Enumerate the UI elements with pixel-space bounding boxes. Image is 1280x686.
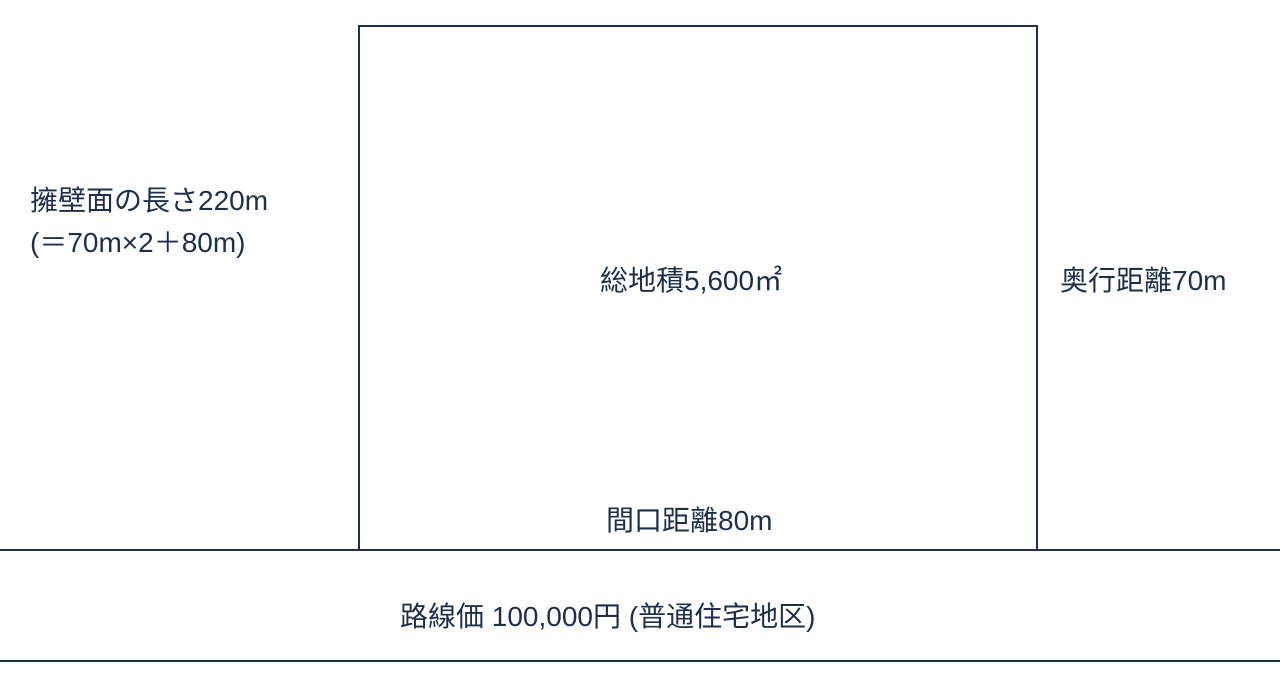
road-line-top [0, 549, 1280, 551]
total-area-label: 総地積5,600㎡ [600, 260, 782, 302]
depth-label: 奥行距離70m [1060, 260, 1226, 302]
land-plot-diagram: 擁壁面の長さ220m (＝70m×2＋80m) 総地積5,600㎡ 奥行距離70… [0, 0, 1280, 686]
wall-length-label: 擁壁面の長さ220m (＝70m×2＋80m) [30, 180, 268, 264]
wall-length-line1: 擁壁面の長さ220m [30, 180, 268, 222]
frontage-label: 間口距離80m [606, 500, 772, 542]
road-line-bottom [0, 660, 1280, 662]
road-price-label: 路線価 100,000円 (普通住宅地区) [400, 596, 815, 638]
wall-length-line2: (＝70m×2＋80m) [30, 222, 268, 264]
